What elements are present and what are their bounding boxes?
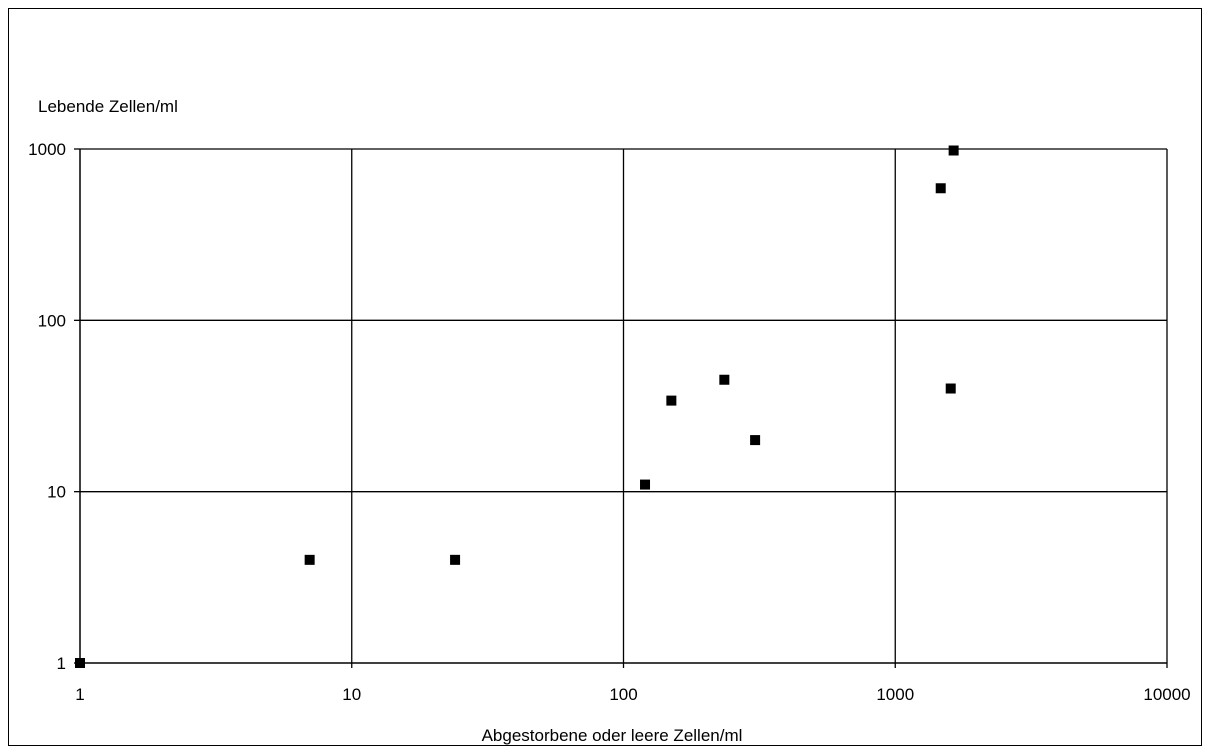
data-points bbox=[75, 145, 959, 668]
y-tick-label: 100 bbox=[38, 311, 66, 330]
data-point bbox=[750, 435, 761, 446]
data-point bbox=[450, 554, 461, 565]
data-point bbox=[935, 183, 946, 194]
chart-frame bbox=[8, 8, 1202, 746]
data-point bbox=[945, 383, 956, 394]
data-point bbox=[640, 479, 651, 490]
data-point bbox=[666, 395, 677, 406]
x-tick-label: 100 bbox=[609, 685, 637, 704]
x-tick-label: 1000 bbox=[876, 685, 914, 704]
data-point bbox=[304, 554, 315, 565]
y-tick-labels: 1 10 100 1000 bbox=[28, 140, 66, 673]
data-point bbox=[719, 374, 730, 385]
y-tick-label: 1 bbox=[57, 654, 66, 673]
x-tick-labels: 1 10 100 1000 10000 bbox=[75, 685, 1190, 704]
y-tick-label: 1000 bbox=[28, 140, 66, 159]
y-axis-label: Lebende Zellen/ml bbox=[38, 97, 178, 116]
data-point bbox=[948, 145, 959, 156]
data-point bbox=[75, 658, 85, 668]
y-tick-label: 10 bbox=[47, 483, 66, 502]
x-axis-label: Abgestorbene oder leere Zellen/ml bbox=[482, 726, 743, 745]
grid-lines bbox=[80, 148, 1168, 663]
axes bbox=[74, 148, 1168, 668]
x-tick-label: 10000 bbox=[1143, 685, 1190, 704]
x-tick-label: 1 bbox=[75, 685, 84, 704]
x-tick-label: 10 bbox=[342, 685, 361, 704]
